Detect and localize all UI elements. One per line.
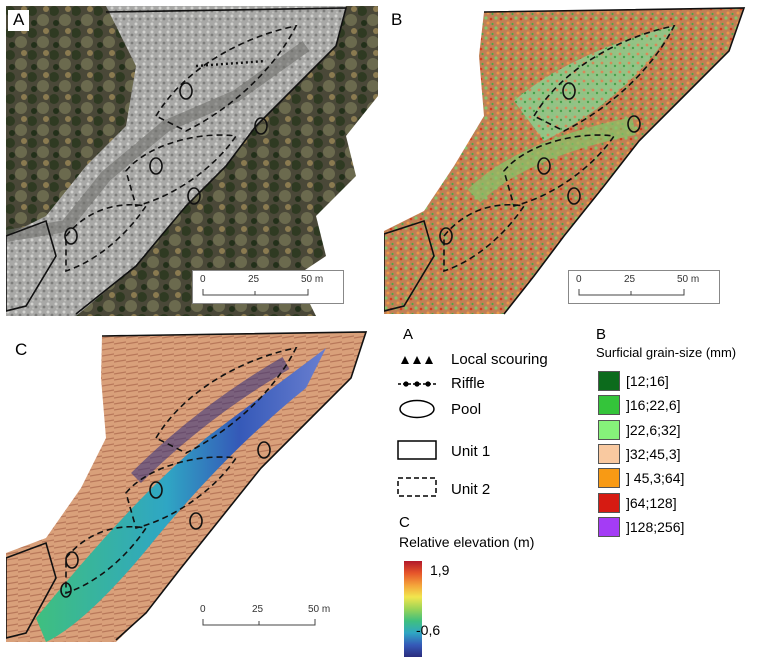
legend-c-title: Relative elevation (m) [399, 534, 535, 550]
grain-size-class-label: ]32;45,3] [626, 445, 681, 462]
ellipse-icon [399, 399, 435, 419]
panel-a-scalebar: 0 25 50 m [192, 270, 344, 304]
grain-size-swatch [598, 419, 620, 440]
scale-tick: 0 [576, 274, 582, 285]
triangles-icon [401, 356, 433, 364]
legend-unit-1: Unit 1 [451, 443, 491, 460]
grain-size-swatch [598, 468, 620, 489]
grain-size-swatch [598, 371, 620, 391]
dotted-line-icon [398, 381, 436, 387]
legend-b-title: Surficial grain-size (mm) [596, 345, 737, 360]
scale-tick: 25 [252, 604, 264, 615]
panel-b-label: B [386, 10, 408, 31]
grain-size-swatch [598, 516, 620, 537]
panel-a-label: A [8, 10, 30, 31]
scale-tick: 0 [200, 604, 206, 615]
legend-c-heading: C [399, 514, 410, 531]
dashed-rectangle-icon [397, 477, 437, 497]
grain-size-swatch [598, 492, 620, 513]
solid-rectangle-icon [397, 440, 437, 460]
colorbar-max-label: 1,9 [430, 562, 450, 578]
legend-riffle: Riffle [451, 375, 485, 392]
legend-b-heading: B [596, 326, 607, 343]
grain-size-class-label: [12;16] [626, 373, 669, 389]
panel-c-elevation-map [6, 328, 378, 642]
elevation-colorbar [404, 561, 422, 657]
grain-size-class-label: ]22,6;32] [626, 421, 681, 438]
legend-local-scouring: Local scouring [451, 351, 548, 368]
legend-unit-2: Unit 2 [451, 481, 491, 498]
scale-tick: 25 [248, 274, 260, 285]
scale-tick: 50 m [301, 274, 324, 285]
grain-size-swatch [598, 443, 620, 464]
scale-tick: 50 m [308, 604, 331, 615]
panel-c-label: C [10, 340, 33, 361]
legend-a-heading: A [403, 326, 414, 343]
panel-c-scalebar: 0 25 50 m [194, 598, 346, 634]
grain-size-class-label: ]128;256] [626, 518, 685, 535]
panel-b-grain-size-map [384, 6, 759, 316]
panel-a-orthophoto [6, 6, 378, 316]
scale-tick: 25 [624, 274, 636, 285]
scale-tick: 0 [200, 274, 206, 285]
grain-size-class-label: ]64;128] [626, 494, 677, 511]
colorbar-min-label: -0,6 [416, 622, 441, 638]
panel-b-scalebar: 0 25 50 m [568, 270, 720, 304]
grain-size-swatch [598, 395, 620, 416]
legend-pool: Pool [451, 401, 482, 418]
scale-tick: 50 m [677, 274, 700, 285]
grain-size-class-label: ] 45,3;64] [626, 470, 685, 487]
grain-size-class-label: ]16;22,6] [626, 397, 681, 414]
